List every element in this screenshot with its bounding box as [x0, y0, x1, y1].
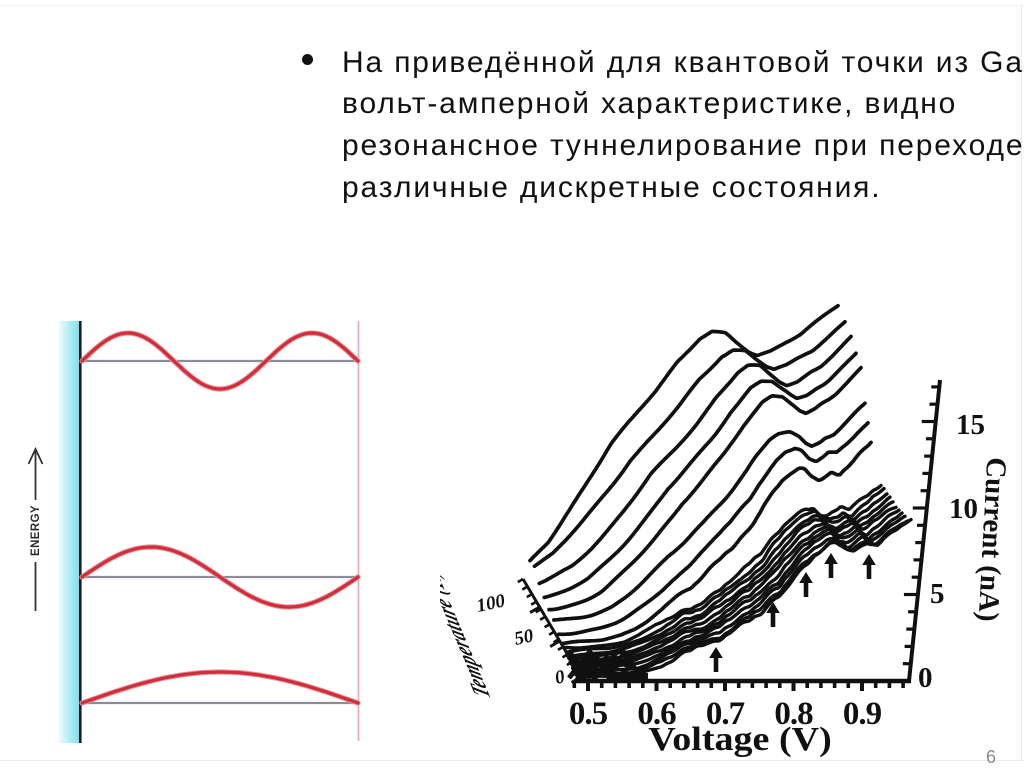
svg-text:0.7: 0.7 [706, 696, 745, 732]
svg-text:0.8: 0.8 [774, 696, 813, 732]
svg-text:5: 5 [930, 578, 945, 610]
svg-text:10: 10 [949, 493, 978, 525]
svg-text:Current (nA): Current (nA) [972, 456, 1013, 622]
svg-text:0.5: 0.5 [569, 696, 608, 732]
svg-text:0.9: 0.9 [843, 696, 882, 732]
svg-text:50: 50 [512, 625, 535, 650]
svg-text:0.6: 0.6 [637, 696, 676, 732]
svg-text:15: 15 [956, 409, 985, 441]
svg-text:100: 100 [475, 590, 508, 617]
svg-text:Temperature (K): Temperature (K) [440, 565, 496, 700]
svg-text:Voltage (V): Voltage (V) [648, 720, 832, 758]
svg-text:ENERGY: ENERGY [30, 505, 42, 556]
svg-text:0: 0 [918, 662, 933, 694]
svg-text:0: 0 [553, 666, 567, 689]
